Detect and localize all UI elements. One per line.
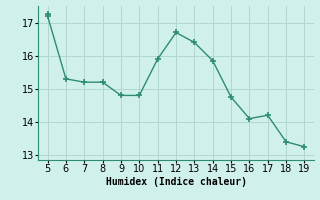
- X-axis label: Humidex (Indice chaleur): Humidex (Indice chaleur): [106, 177, 246, 187]
